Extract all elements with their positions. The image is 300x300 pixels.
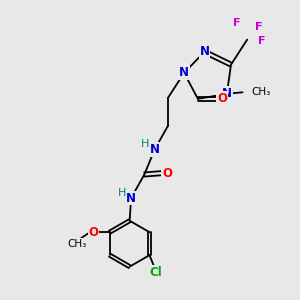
Text: N: N bbox=[126, 191, 136, 205]
Text: H: H bbox=[118, 188, 126, 198]
Text: F: F bbox=[255, 22, 262, 32]
Text: N: N bbox=[200, 45, 209, 58]
Text: CH₃: CH₃ bbox=[251, 87, 271, 97]
Text: N: N bbox=[150, 143, 160, 156]
Text: F: F bbox=[258, 36, 266, 46]
Text: CH₃: CH₃ bbox=[67, 239, 86, 249]
Text: N: N bbox=[179, 66, 189, 80]
Text: O: O bbox=[162, 167, 172, 179]
Text: O: O bbox=[88, 226, 98, 239]
Text: O: O bbox=[217, 92, 227, 105]
Text: N: N bbox=[222, 87, 232, 100]
Text: H: H bbox=[141, 139, 149, 149]
Text: Cl: Cl bbox=[149, 266, 162, 279]
Text: F: F bbox=[233, 18, 241, 28]
